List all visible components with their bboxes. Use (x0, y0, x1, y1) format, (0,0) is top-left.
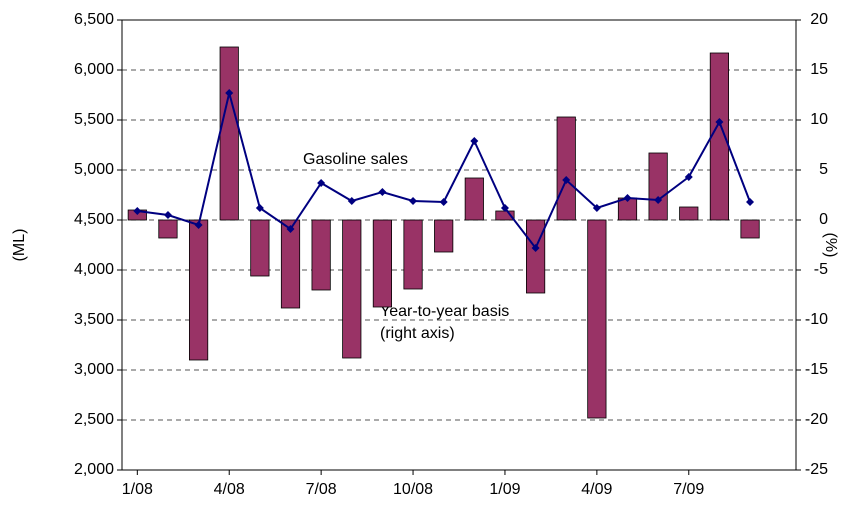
y-tick-label: 5,500 (74, 111, 114, 128)
y-tick-label: 4,500 (74, 211, 114, 228)
x-tick-label: 1/09 (489, 481, 520, 498)
y-tick-label: 6,000 (74, 61, 114, 78)
bar (280, 219, 301, 309)
bar (526, 219, 546, 294)
bar (556, 116, 576, 221)
marker (684, 173, 693, 181)
marker (317, 179, 326, 187)
bar (679, 206, 699, 221)
y-axis-label: (ML) (11, 229, 28, 262)
bar (311, 219, 331, 291)
y2-tick-label: -20 (805, 411, 828, 428)
marker (194, 221, 203, 229)
y-tick-label: 2,500 (74, 411, 114, 428)
bar (219, 46, 239, 221)
marker (500, 204, 509, 212)
annotation: Year-to-year basis (380, 303, 509, 320)
marker (225, 89, 234, 97)
x-tick-label: 4/08 (214, 481, 245, 498)
marker (255, 204, 264, 212)
marker (470, 137, 479, 145)
marker (347, 197, 356, 205)
y2-tick-label: -15 (805, 361, 828, 378)
marker (715, 118, 724, 126)
x-tick-label: 10/08 (393, 481, 433, 498)
bar (372, 219, 392, 308)
bar (464, 177, 484, 221)
annotation: Gasoline sales (303, 151, 408, 168)
marker (592, 204, 601, 212)
y2-tick-label: 15 (810, 61, 828, 78)
marker (654, 196, 663, 204)
marker (531, 244, 540, 252)
y-tick-label: 2,000 (74, 461, 114, 478)
x-tick-label: 7/09 (673, 481, 704, 498)
bar (188, 219, 209, 361)
marker (133, 207, 142, 215)
y-tick-label: 3,000 (74, 361, 114, 378)
bar (403, 219, 423, 290)
bar (250, 219, 270, 277)
marker (623, 194, 632, 202)
y-tick-label: 5,000 (74, 161, 114, 178)
y2-axis-label: (%) (822, 233, 839, 258)
marker (562, 176, 571, 184)
y2-tick-label: 5 (819, 161, 828, 178)
bar (434, 219, 454, 253)
y-tick-label: 6,500 (74, 11, 114, 28)
x-tick-label: 4/09 (581, 481, 612, 498)
marker (746, 198, 755, 206)
plot-frame (121, 19, 797, 471)
bar (587, 219, 607, 419)
marker (286, 225, 295, 233)
y-tick-label: 4,000 (74, 261, 114, 278)
marker (409, 197, 418, 205)
x-tick-label: 7/08 (306, 481, 337, 498)
y2-tick-label: -10 (805, 311, 828, 328)
annotation: (right axis) (380, 325, 455, 342)
y2-tick-label: 10 (810, 111, 828, 128)
marker (439, 198, 448, 206)
y2-tick-label: 0 (819, 211, 828, 228)
marker (163, 211, 172, 219)
bar (158, 219, 178, 239)
bar (740, 219, 760, 239)
bar (342, 219, 362, 359)
x-tick-label: 1/08 (122, 481, 153, 498)
y2-tick-label: -25 (805, 461, 828, 478)
bar (648, 152, 668, 221)
y2-tick-label: -5 (814, 261, 828, 278)
marker (378, 188, 387, 196)
y-tick-label: 3,500 (74, 311, 114, 328)
y2-tick-label: 20 (810, 11, 828, 28)
